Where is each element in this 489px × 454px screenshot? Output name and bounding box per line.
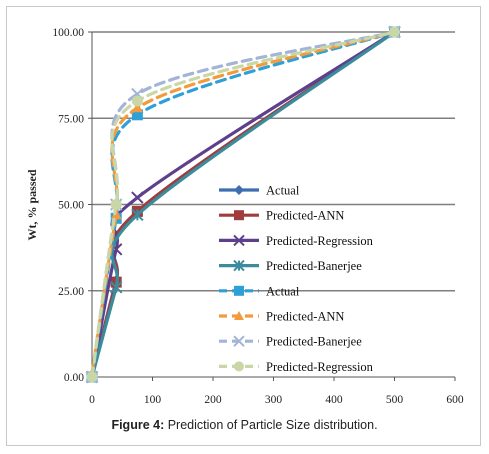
data-point (234, 361, 244, 372)
legend-item: Predicted-Regression (219, 234, 374, 248)
axes-layer: 0.00 25.00 50.00 75.00 100.00 0 100 200 300 400 50… (52, 27, 464, 406)
y-tick-label: 100.00 (52, 27, 84, 39)
y-tick-label: 25.00 (58, 286, 84, 298)
legend-item: Actual (219, 184, 300, 198)
x-tick-label: 0 (89, 394, 95, 406)
y-tick-label: 75.00 (58, 113, 84, 125)
figure-frame (6, 6, 481, 446)
data-point (234, 210, 244, 221)
legend-label: Actual (266, 284, 300, 298)
data-point (110, 199, 122, 210)
data-point (233, 234, 245, 247)
data-point (131, 208, 144, 222)
data-point (131, 109, 143, 121)
series-line (90, 30, 397, 379)
data-point (234, 185, 244, 195)
data-point (86, 371, 98, 383)
legend-item: Predicted-Regression (219, 360, 374, 374)
x-tick-label: 300 (265, 394, 283, 406)
x-tick-label: 200 (204, 394, 222, 406)
series-line (90, 30, 397, 376)
grid-layer (92, 31, 455, 292)
figure-caption: Figure 4: Prediction of Particle Size di… (0, 418, 489, 432)
legend-item: Predicted-ANN (219, 209, 344, 223)
data-point (234, 285, 244, 296)
x-tick-label: 400 (325, 394, 343, 406)
legend-item: Predicted-ANN (219, 310, 344, 324)
particle-size-chart: 0.00 25.00 50.00 75.00 100.00 0 100 200 300 400 50… (25, 25, 464, 406)
data-point (233, 335, 245, 347)
x-tick-label: 100 (144, 394, 162, 406)
data-point (131, 95, 143, 107)
legend-label: Predicted-Regression (266, 234, 374, 248)
data-point (110, 209, 122, 220)
legend-item: Predicted-Banerjee (219, 259, 362, 273)
data-point (234, 311, 244, 320)
caption-text: Prediction of Particle Size distribution… (164, 418, 378, 432)
y-axis-label: Wt, % passed (25, 169, 39, 240)
legend-label: Predicted-Banerjee (266, 259, 362, 273)
data-point (389, 26, 400, 38)
y-tick-label: 50.00 (58, 200, 84, 212)
legend-label: Predicted-Banerjee (266, 335, 362, 349)
legend-label: Predicted-Regression (266, 360, 374, 374)
series-layer (85, 25, 401, 384)
legend: Actual Predicted-ANN Predicted-Regression P… (219, 184, 374, 374)
series-line (90, 30, 397, 379)
legend-label: Predicted-ANN (266, 310, 344, 324)
x-tick-label: 600 (446, 394, 464, 406)
legend-item: Actual (219, 284, 300, 298)
y-tick-label: 0.00 (64, 372, 84, 384)
data-point (131, 191, 144, 204)
data-point (233, 259, 245, 272)
data-point (131, 102, 143, 113)
caption-label: Figure 4: (111, 418, 165, 432)
legend-item: Predicted-Banerjee (219, 335, 362, 349)
x-tick-label: 500 (386, 394, 404, 406)
legend-label: Predicted-ANN (266, 209, 344, 223)
data-point (109, 281, 123, 294)
legend-label: Actual (266, 184, 300, 198)
